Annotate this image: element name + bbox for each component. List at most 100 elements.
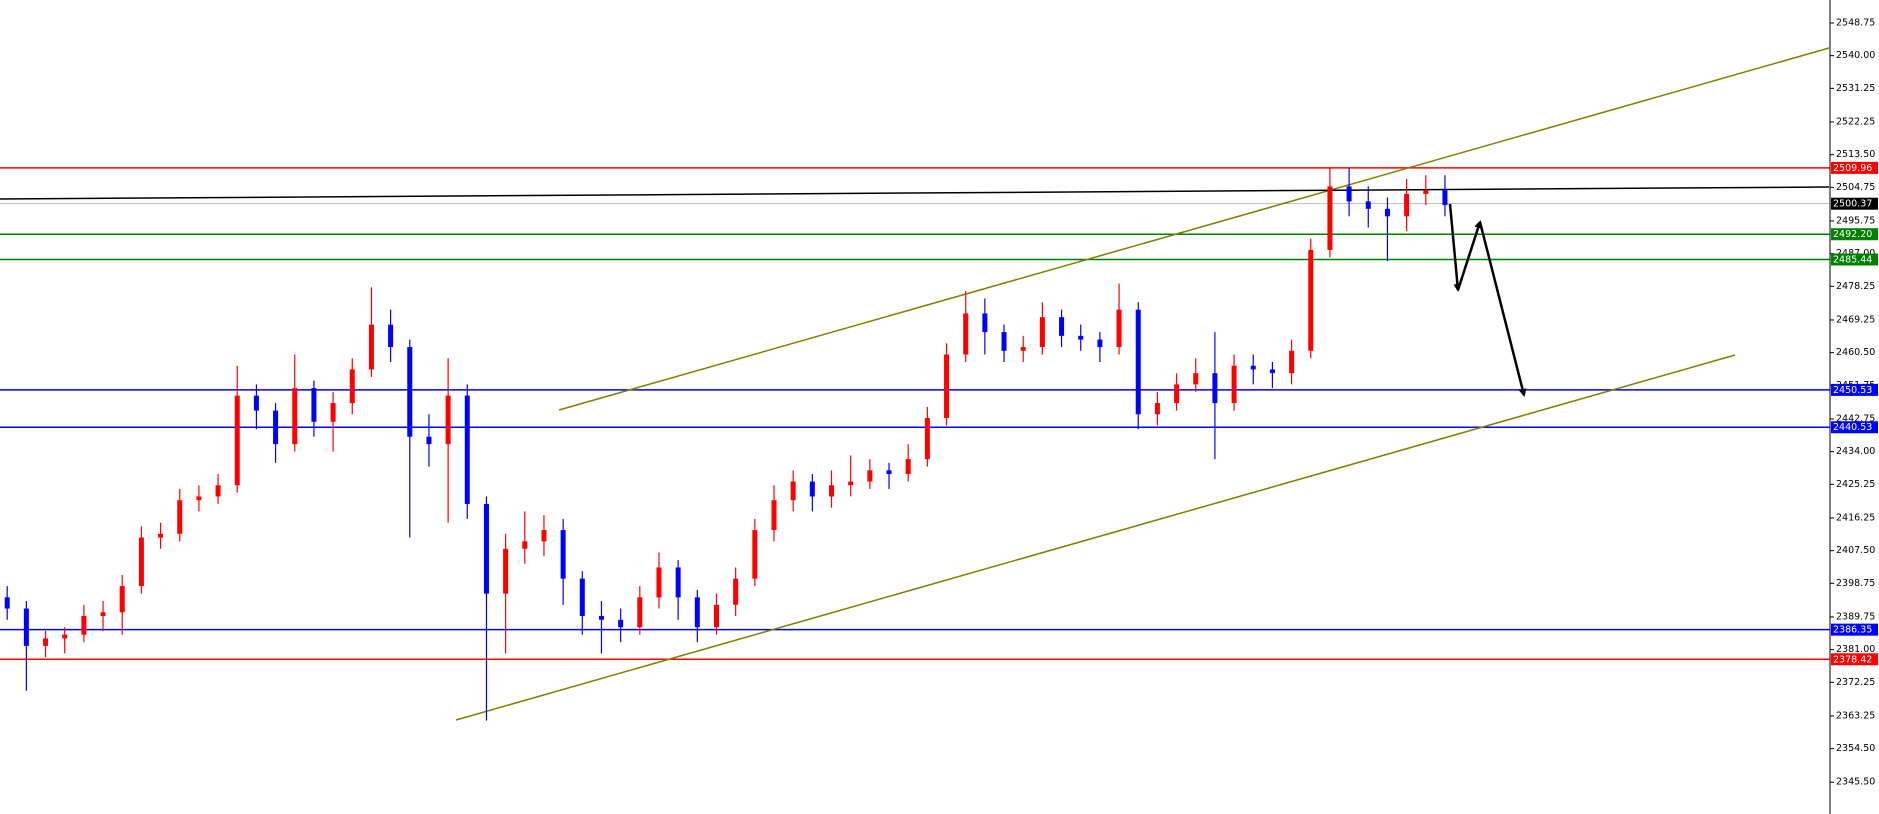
candle-body [924, 418, 930, 460]
y-tick-label: 2548.75 [1836, 17, 1875, 28]
level-label-box [1831, 197, 1878, 210]
arrow [1478, 221, 1527, 397]
candle-body [1308, 249, 1314, 351]
level-label: 2492.20 [1833, 229, 1872, 240]
candle-body [1039, 317, 1045, 348]
candle-body [273, 410, 279, 445]
candle-body [829, 485, 835, 497]
candle-body [1135, 309, 1141, 415]
level-label: 2386.35 [1833, 625, 1872, 636]
candle-body [1231, 365, 1237, 404]
candle-body [407, 347, 413, 437]
candle-body [349, 369, 355, 404]
level-label-box [1831, 161, 1878, 174]
y-tick-label: 2531.25 [1836, 83, 1875, 94]
candle-body [1442, 190, 1448, 206]
candle-body [982, 313, 988, 333]
candle-body [119, 586, 125, 613]
candle-body [1097, 339, 1103, 348]
y-tick-label: 2407.50 [1836, 545, 1875, 556]
candle-body [330, 403, 336, 422]
y-tick-label: 2345.50 [1836, 777, 1875, 788]
level-label: 2378.42 [1833, 654, 1872, 665]
candle-body [253, 395, 259, 411]
candle-body [848, 481, 854, 486]
trend-line [558, 47, 1830, 411]
level-label-box [1831, 421, 1878, 434]
y-tick-label: 2504.75 [1836, 182, 1875, 193]
y-tick-label: 2389.75 [1836, 611, 1875, 622]
candle-body [196, 496, 202, 501]
candle-body [752, 530, 758, 579]
candle-body [1154, 403, 1160, 415]
candle-body [177, 500, 183, 534]
candle-body [1020, 347, 1026, 351]
candle-body [1327, 186, 1333, 250]
candle-body [292, 388, 298, 445]
level-label: 2440.53 [1833, 422, 1872, 433]
candle-body [215, 485, 221, 497]
candle-body [1078, 335, 1084, 340]
level-label: 2450.53 [1833, 385, 1872, 396]
candle-body [637, 597, 643, 628]
y-tick-label: 2363.25 [1836, 710, 1875, 721]
candle-body [483, 503, 489, 594]
candle-body [1212, 373, 1218, 404]
y-tick-label: 2381.00 [1836, 644, 1875, 655]
level-label-box [1831, 653, 1878, 666]
candle-body [1346, 186, 1352, 202]
candle-body [23, 608, 29, 646]
candle-body [618, 619, 624, 628]
y-tick-label: 2522.25 [1836, 116, 1875, 127]
candle-body [368, 324, 374, 370]
candle-body [694, 597, 700, 628]
candle-body [944, 354, 950, 419]
candle-body [1404, 193, 1410, 217]
candle-body [311, 388, 317, 422]
candle-body [1365, 201, 1371, 209]
candle-body [886, 470, 892, 475]
candle-body [1384, 208, 1390, 217]
candle-body [675, 567, 681, 598]
candle-body [503, 548, 509, 594]
level-label-box [1831, 253, 1878, 266]
candle-body [1059, 317, 1065, 336]
candle-body [1289, 350, 1295, 374]
candle-body [598, 616, 604, 620]
level-label-box [1831, 623, 1878, 636]
y-tick-label: 2540.00 [1836, 50, 1875, 61]
candle-body [733, 578, 739, 605]
candle-body [4, 597, 10, 609]
candle-body [426, 436, 432, 445]
candle-body [1250, 365, 1256, 370]
arrow [1448, 203, 1462, 292]
candle-body [1116, 309, 1122, 348]
candle-body [1193, 373, 1199, 385]
candle-body [560, 530, 566, 579]
y-tick-label: 2442.75 [1836, 413, 1875, 424]
candle-body [1269, 369, 1275, 374]
candle-body [541, 530, 547, 542]
trend-line [0, 186, 1830, 200]
candle-body [790, 481, 796, 501]
level-label: 2500.37 [1833, 199, 1872, 210]
y-tick-label: 2478.25 [1836, 281, 1875, 292]
candle-body [713, 604, 719, 628]
y-tick-label: 2398.75 [1836, 578, 1875, 589]
y-tick-label: 2425.25 [1836, 479, 1875, 490]
y-tick-label: 2416.25 [1836, 512, 1875, 523]
candle-body [1001, 332, 1007, 351]
level-label-box [1831, 228, 1878, 241]
y-tick-label: 2354.50 [1836, 743, 1875, 754]
level-label: 2485.44 [1833, 254, 1872, 265]
candle-body [867, 470, 873, 482]
candle-body [62, 634, 68, 639]
candle-body [579, 578, 585, 617]
candle-body [43, 638, 49, 646]
candle-body [158, 533, 164, 538]
candle-body [1174, 384, 1180, 404]
y-tick-label: 2460.50 [1836, 347, 1875, 358]
candle-body [138, 537, 144, 587]
candle-body [445, 395, 451, 445]
